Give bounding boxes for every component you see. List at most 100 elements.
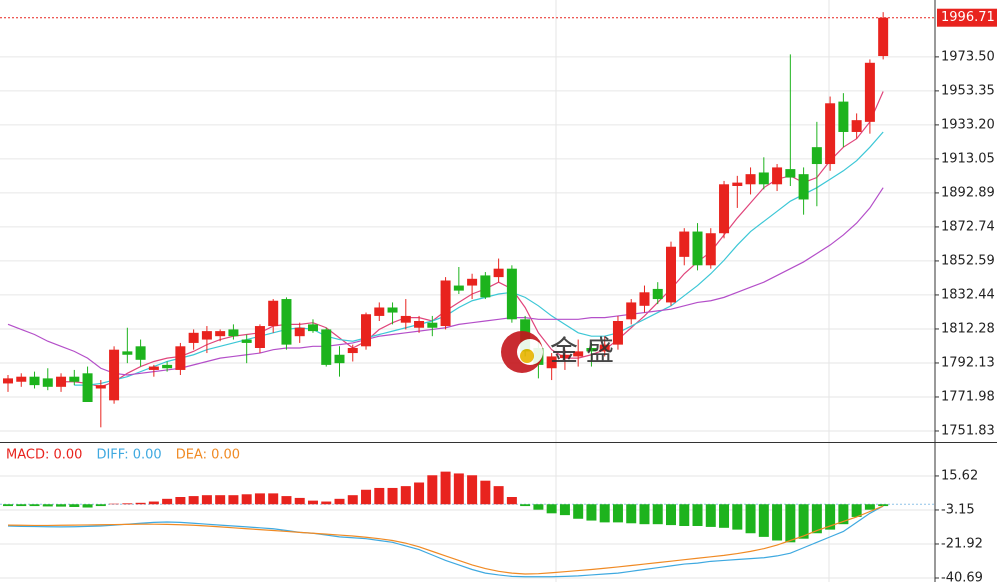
candle-body [652,288,663,300]
candle-body [864,62,875,122]
candle-body [785,169,796,178]
y-tick-label: 1852.59 [941,253,995,268]
candle-body [493,268,504,278]
macd-bar [825,504,836,530]
macd-bar [666,504,676,526]
macd-bar [732,504,743,530]
macd-bar [268,493,279,505]
macd-bar [745,504,756,534]
candle-body [175,346,186,370]
y-tick-label: 1812.28 [941,321,995,336]
macd-bar [626,504,637,524]
candle-body [599,344,610,352]
y-tick-label: -21.92 [941,536,983,551]
macd-bar [652,504,663,525]
y-tick-label: -40.69 [941,570,983,582]
candle-body [122,351,133,355]
candle-body [109,349,120,401]
macd-bar [772,504,783,541]
indicator-line [61,91,884,388]
macd-bar [467,475,478,505]
macd-bar [440,471,451,505]
macd-bar [838,504,849,525]
watermark: 金盛 [501,331,622,373]
macd-bar [254,493,265,505]
candle-body [29,376,40,386]
macd-bar [427,475,438,505]
macd-bar [758,504,769,537]
macd-bar [493,486,504,505]
macd-bar [162,498,173,505]
y-tick-label: 1933.20 [941,117,995,132]
candle-body [453,285,464,291]
candle-body [666,246,676,303]
candle-body [162,364,173,369]
candle-body [228,329,239,337]
candle-body [294,327,305,337]
macd-bar [639,504,650,525]
candle-body [639,292,650,306]
y-tick-label: 1913.05 [941,151,995,166]
legend-entry: DIFF: 0.00 [96,448,161,463]
candle-body [254,326,265,348]
candle-body [69,376,80,382]
indicator-line [7,505,884,575]
candle-body [705,233,716,266]
macd-bar [148,501,159,505]
candle-body [467,278,478,286]
candle-body [281,299,292,345]
current-price-label: 1996.71 [941,10,995,25]
macd-bar [175,497,186,505]
macd-bar [586,504,597,521]
macd-bar [215,495,226,505]
macd-bar [878,504,889,507]
current-price-box [937,8,997,27]
candle-body [878,17,889,57]
candle-body [612,320,623,345]
y-tick-label: 1892.89 [941,185,995,200]
candle-body [148,366,159,370]
macd-bar [294,497,305,505]
candle-body [16,376,27,382]
candle-body [758,172,769,185]
candle-body [241,339,252,343]
macd-bar [851,504,862,517]
y-tick-label: 1751.83 [941,423,995,438]
candle-body [679,231,690,257]
macd-bar [414,482,425,505]
candle-body [732,182,743,186]
legend-entry: DEA: 0.00 [176,448,240,463]
watermark-text: 金盛 [550,334,622,367]
y-tick-label: 15.62 [941,468,978,483]
macd-bar [334,498,345,505]
candle-body [387,307,398,313]
candle-body [347,347,358,354]
macd-bar [864,504,875,510]
y-tick-label: 1973.50 [941,49,995,64]
candle-body [851,120,862,132]
macd-bar [719,504,730,528]
macd-bar [387,487,398,505]
legend-entry: MACD: 0.00 [6,448,82,463]
y-tick-label: 1953.35 [941,83,995,98]
candle-body [427,322,438,328]
candle-body [586,347,597,352]
candle-body [95,385,106,389]
macd-bar [705,504,716,527]
macd-bar [811,504,822,534]
macd-bar [188,496,199,505]
candle-body [559,354,570,359]
candle-body [798,174,809,200]
macd-bar [241,494,252,505]
macd-bar [400,486,411,505]
candle-body [440,280,451,327]
macd-bar [533,504,544,510]
candle-body [334,354,345,364]
macd-bar [109,503,120,505]
candle-body [414,320,425,328]
y-tick-label: -3.15 [941,502,975,517]
candle-body [811,147,822,165]
candle-body [626,302,637,320]
macd-bar [361,489,372,505]
